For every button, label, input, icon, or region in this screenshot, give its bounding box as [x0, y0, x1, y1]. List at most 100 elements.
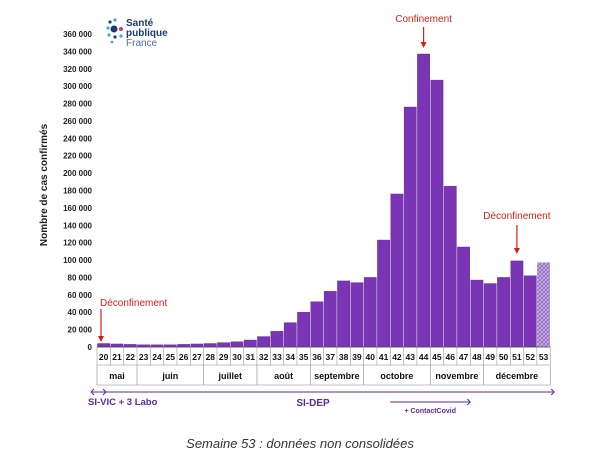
- x-tick-label: 39: [352, 352, 362, 362]
- source-label-sivic: SI-VIC + 3 Labo: [88, 397, 158, 408]
- x-tick-label: 28: [206, 352, 216, 362]
- source-label-sidep: SI-DEP: [296, 398, 330, 409]
- arrow-head-icon: [420, 42, 427, 48]
- y-tick-label: 80 000: [68, 273, 93, 282]
- x-tick-label: 29: [219, 352, 229, 362]
- bar-week-30: [230, 341, 244, 348]
- x-tick-label: 23: [139, 352, 149, 362]
- y-tick-label: 100 000: [63, 256, 92, 265]
- y-tick-label: 240 000: [63, 134, 92, 143]
- x-tick-label: 41: [379, 352, 389, 362]
- bar-week-21: [110, 343, 124, 348]
- month-label: août: [274, 371, 293, 381]
- y-tick-label: 140 000: [63, 221, 92, 230]
- bar-week-41: [377, 239, 390, 348]
- x-tick-label: 45: [432, 352, 442, 362]
- y-tick-label: 120 000: [63, 239, 92, 248]
- x-tick-label: 47: [459, 352, 469, 362]
- y-tick-label: 300 000: [63, 82, 92, 91]
- x-tick-label: 25: [166, 352, 176, 362]
- y-tick-label: 0: [88, 343, 93, 352]
- bar-week-28: [203, 343, 217, 348]
- bar-week-20: [97, 343, 111, 348]
- weekly-cases-chart: Nombre de cas confirmés 0 20 000 40 000 60 …: [39, 14, 555, 415]
- x-tick-label: 24: [152, 352, 162, 362]
- bar-week-37: [323, 291, 337, 348]
- annotations: Confinement Déconfinement Déconfinement: [98, 14, 551, 342]
- arrow-right-icon: [466, 398, 471, 406]
- x-tick-label: 53: [539, 352, 549, 362]
- y-tick-label: 60 000: [68, 291, 93, 300]
- x-tick-label: 30: [232, 352, 242, 362]
- logo-text: Santé publique France: [126, 19, 168, 49]
- bar-week-35: [297, 312, 310, 348]
- arrow-left-icon: [90, 388, 95, 396]
- bar-week-51: [510, 260, 524, 348]
- x-tick-label: 34: [286, 352, 296, 362]
- bar-week-29: [217, 342, 231, 348]
- source-label-contactcovid: + ContactCovid: [404, 408, 456, 415]
- chart-caption: Semaine 53 : données non consolidées: [186, 436, 414, 451]
- month-label: septembre: [314, 371, 360, 381]
- y-axis-label: Nombre de cas confirmés: [39, 123, 50, 246]
- month-label: novembre: [435, 371, 478, 381]
- arrow-head-icon: [98, 336, 104, 342]
- logo-line-3: France: [126, 38, 158, 49]
- arrow-head-icon: [513, 248, 520, 254]
- logo-line-2: publique: [126, 28, 168, 39]
- month-label: octobre: [380, 371, 413, 381]
- y-tick-label: 320 000: [63, 65, 92, 74]
- y-tick-label: 200 000: [63, 169, 92, 178]
- x-tick-label: 43: [406, 352, 416, 362]
- x-tick-label: 46: [446, 352, 456, 362]
- bar-week-44: [417, 53, 430, 348]
- y-tick-label: 160 000: [63, 204, 92, 213]
- x-tick-label: 51: [512, 352, 522, 362]
- bar-week-48: [470, 279, 484, 348]
- sante-publique-france-logo: Santé publique France: [104, 16, 174, 56]
- bar-week-53: [537, 262, 550, 348]
- x-tick-label: 22: [126, 352, 136, 362]
- bar-week-50: [497, 277, 510, 348]
- y-tick-label: 340 000: [63, 47, 92, 56]
- bar-week-45: [430, 79, 444, 348]
- bar-week-43: [403, 106, 417, 348]
- bar-week-38: [337, 280, 350, 348]
- x-tick-label: 20: [99, 352, 109, 362]
- annotation-confinement: Confinement: [395, 14, 452, 25]
- y-tick-label: 360 000: [63, 30, 92, 39]
- y-tick-label: 220 000: [63, 152, 92, 161]
- x-tick-label: 52: [525, 352, 535, 362]
- x-axis-weeks: 20 21 22 23 24 25 26 27 28 29 30 31 32 33 34 35 36 37 38 39…: [96, 347, 551, 366]
- month-label: juillet: [218, 371, 243, 381]
- x-tick-label: 48: [472, 352, 482, 362]
- annotation-deconfinement-dec: Déconfinement: [483, 211, 550, 222]
- x-tick-label: 37: [326, 352, 336, 362]
- x-tick-label: 40: [366, 352, 376, 362]
- bar-week-46: [443, 185, 457, 348]
- x-tick-label: 32: [259, 352, 269, 362]
- y-tick-label: 40 000: [68, 308, 93, 317]
- x-tick-label: 42: [392, 352, 402, 362]
- y-tick-label: 180 000: [63, 187, 92, 196]
- x-tick-label: 21: [112, 352, 122, 362]
- month-label: juin: [161, 371, 178, 381]
- x-tick-label: 49: [486, 352, 496, 362]
- x-tick-label: 33: [272, 352, 282, 362]
- bars: [97, 53, 551, 348]
- y-tick-label: 260 000: [63, 117, 92, 126]
- bar-week-27: [190, 343, 204, 348]
- bar-week-36: [310, 301, 324, 348]
- y-axis-ticks: 0 20 000 40 000 60 000 80 000 100 000 120 000 1…: [63, 30, 92, 352]
- data-sources: SI-VIC + 3 Labo SI-DEP + ContactCovid: [88, 388, 555, 415]
- annotation-deconfinement-may: Déconfinement: [100, 298, 167, 309]
- bar-week-34: [283, 322, 297, 348]
- bar-week-42: [390, 193, 404, 348]
- x-tick-label: 50: [499, 352, 509, 362]
- month-label: décembre: [496, 371, 539, 381]
- bar-week-40: [363, 277, 377, 348]
- bar-week-32: [257, 336, 270, 348]
- bar-week-31: [243, 339, 257, 348]
- x-tick-label: 26: [179, 352, 189, 362]
- x-tick-label: 31: [246, 352, 256, 362]
